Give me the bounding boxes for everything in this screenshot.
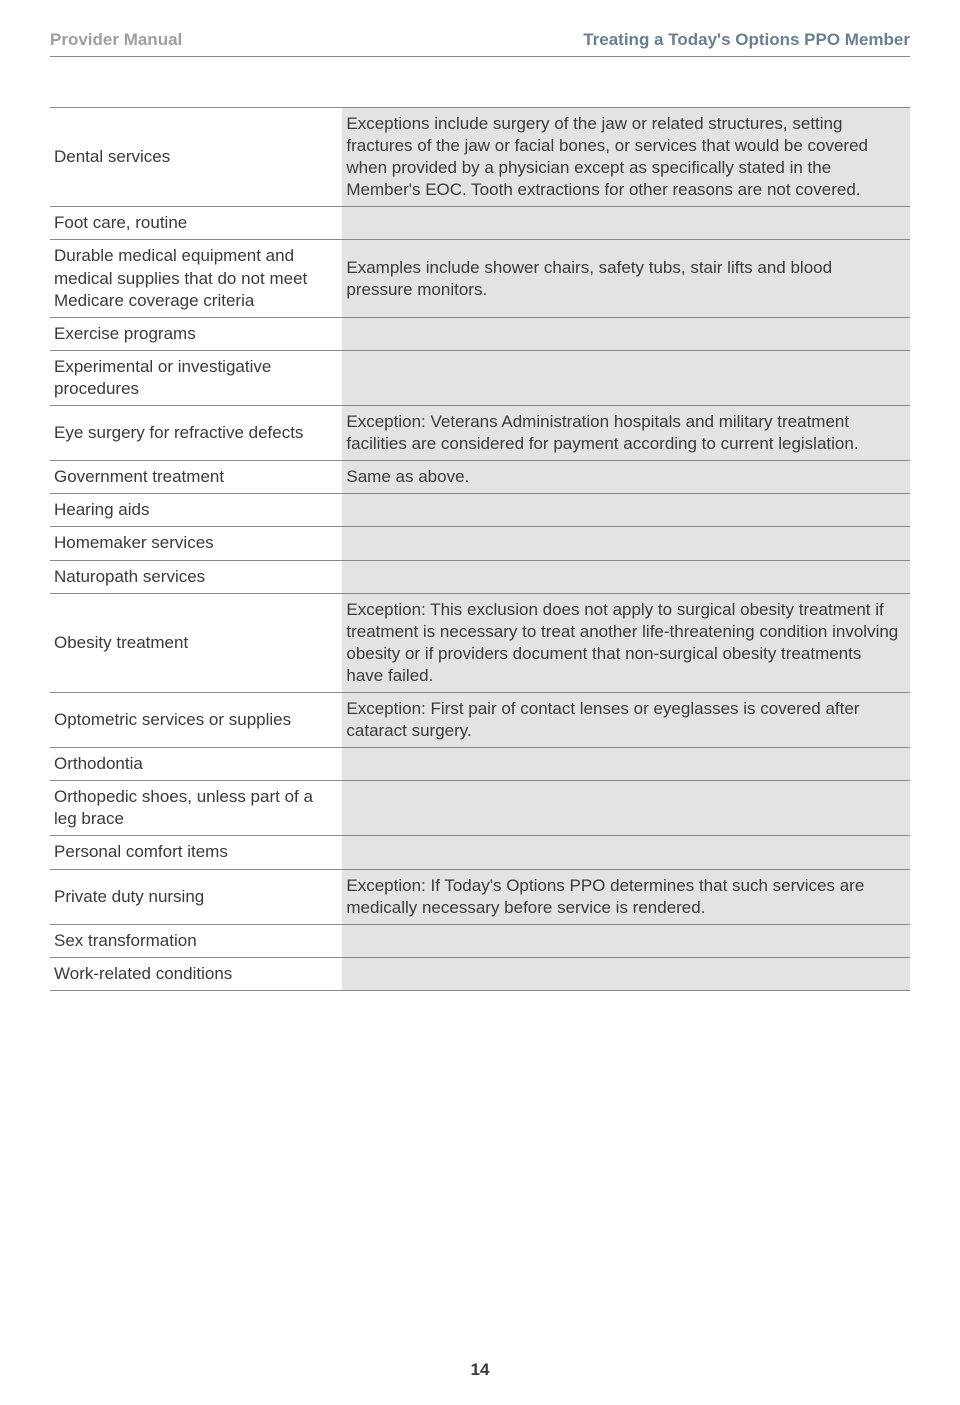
service-cell: Hearing aids <box>50 494 342 527</box>
table-row: Exercise programs <box>50 317 910 350</box>
notes-cell <box>342 781 910 836</box>
page-number: 14 <box>0 1360 960 1380</box>
notes-cell <box>342 207 910 240</box>
service-cell: Work-related conditions <box>50 957 342 990</box>
table-row: Obesity treatmentException: This exclusi… <box>50 593 910 692</box>
page-header: Provider Manual Treating a Today's Optio… <box>50 30 910 57</box>
notes-cell <box>342 494 910 527</box>
service-cell: Naturopath services <box>50 560 342 593</box>
notes-cell: Exception: If Today's Options PPO determ… <box>342 869 910 924</box>
exclusions-table-body: Dental servicesExceptions include surger… <box>50 108 910 991</box>
notes-cell <box>342 748 910 781</box>
service-cell: Optometric services or supplies <box>50 692 342 747</box>
notes-cell <box>342 560 910 593</box>
table-row: Optometric services or suppliesException… <box>50 692 910 747</box>
table-row: Orthopedic shoes, unless part of a leg b… <box>50 781 910 836</box>
table-row: Eye surgery for refractive defectsExcept… <box>50 406 910 461</box>
header-left-title: Provider Manual <box>50 30 182 50</box>
service-cell: Government treatment <box>50 461 342 494</box>
notes-cell: Examples include shower chairs, safety t… <box>342 240 910 317</box>
table-row: Dental servicesExceptions include surger… <box>50 108 910 207</box>
notes-cell: Exception: This exclusion does not apply… <box>342 593 910 692</box>
notes-cell <box>342 836 910 869</box>
table-row: Homemaker services <box>50 527 910 560</box>
table-row: Durable medical equipment and medical su… <box>50 240 910 317</box>
table-row: Hearing aids <box>50 494 910 527</box>
notes-cell: Exception: First pair of contact lenses … <box>342 692 910 747</box>
notes-cell <box>342 924 910 957</box>
table-row: Experimental or investigative procedures <box>50 350 910 405</box>
exclusions-table: Dental servicesExceptions include surger… <box>50 107 910 991</box>
service-cell: Private duty nursing <box>50 869 342 924</box>
table-row: Sex transformation <box>50 924 910 957</box>
header-right-title: Treating a Today's Options PPO Member <box>583 30 910 50</box>
service-cell: Dental services <box>50 108 342 207</box>
table-row: Government treatmentSame as above. <box>50 461 910 494</box>
service-cell: Sex transformation <box>50 924 342 957</box>
service-cell: Homemaker services <box>50 527 342 560</box>
table-row: Naturopath services <box>50 560 910 593</box>
table-row: Foot care, routine <box>50 207 910 240</box>
notes-cell: Same as above. <box>342 461 910 494</box>
table-row: Private duty nursingException: If Today'… <box>50 869 910 924</box>
service-cell: Exercise programs <box>50 317 342 350</box>
service-cell: Obesity treatment <box>50 593 342 692</box>
notes-cell <box>342 527 910 560</box>
notes-cell <box>342 350 910 405</box>
notes-cell: Exception: Veterans Administration hospi… <box>342 406 910 461</box>
notes-cell <box>342 957 910 990</box>
service-cell: Personal comfort items <box>50 836 342 869</box>
service-cell: Orthopedic shoes, unless part of a leg b… <box>50 781 342 836</box>
service-cell: Eye surgery for refractive defects <box>50 406 342 461</box>
notes-cell <box>342 317 910 350</box>
table-row: Orthodontia <box>50 748 910 781</box>
table-row: Work-related conditions <box>50 957 910 990</box>
table-row: Personal comfort items <box>50 836 910 869</box>
service-cell: Experimental or investigative procedures <box>50 350 342 405</box>
service-cell: Foot care, routine <box>50 207 342 240</box>
service-cell: Orthodontia <box>50 748 342 781</box>
service-cell: Durable medical equipment and medical su… <box>50 240 342 317</box>
notes-cell: Exceptions include surgery of the jaw or… <box>342 108 910 207</box>
